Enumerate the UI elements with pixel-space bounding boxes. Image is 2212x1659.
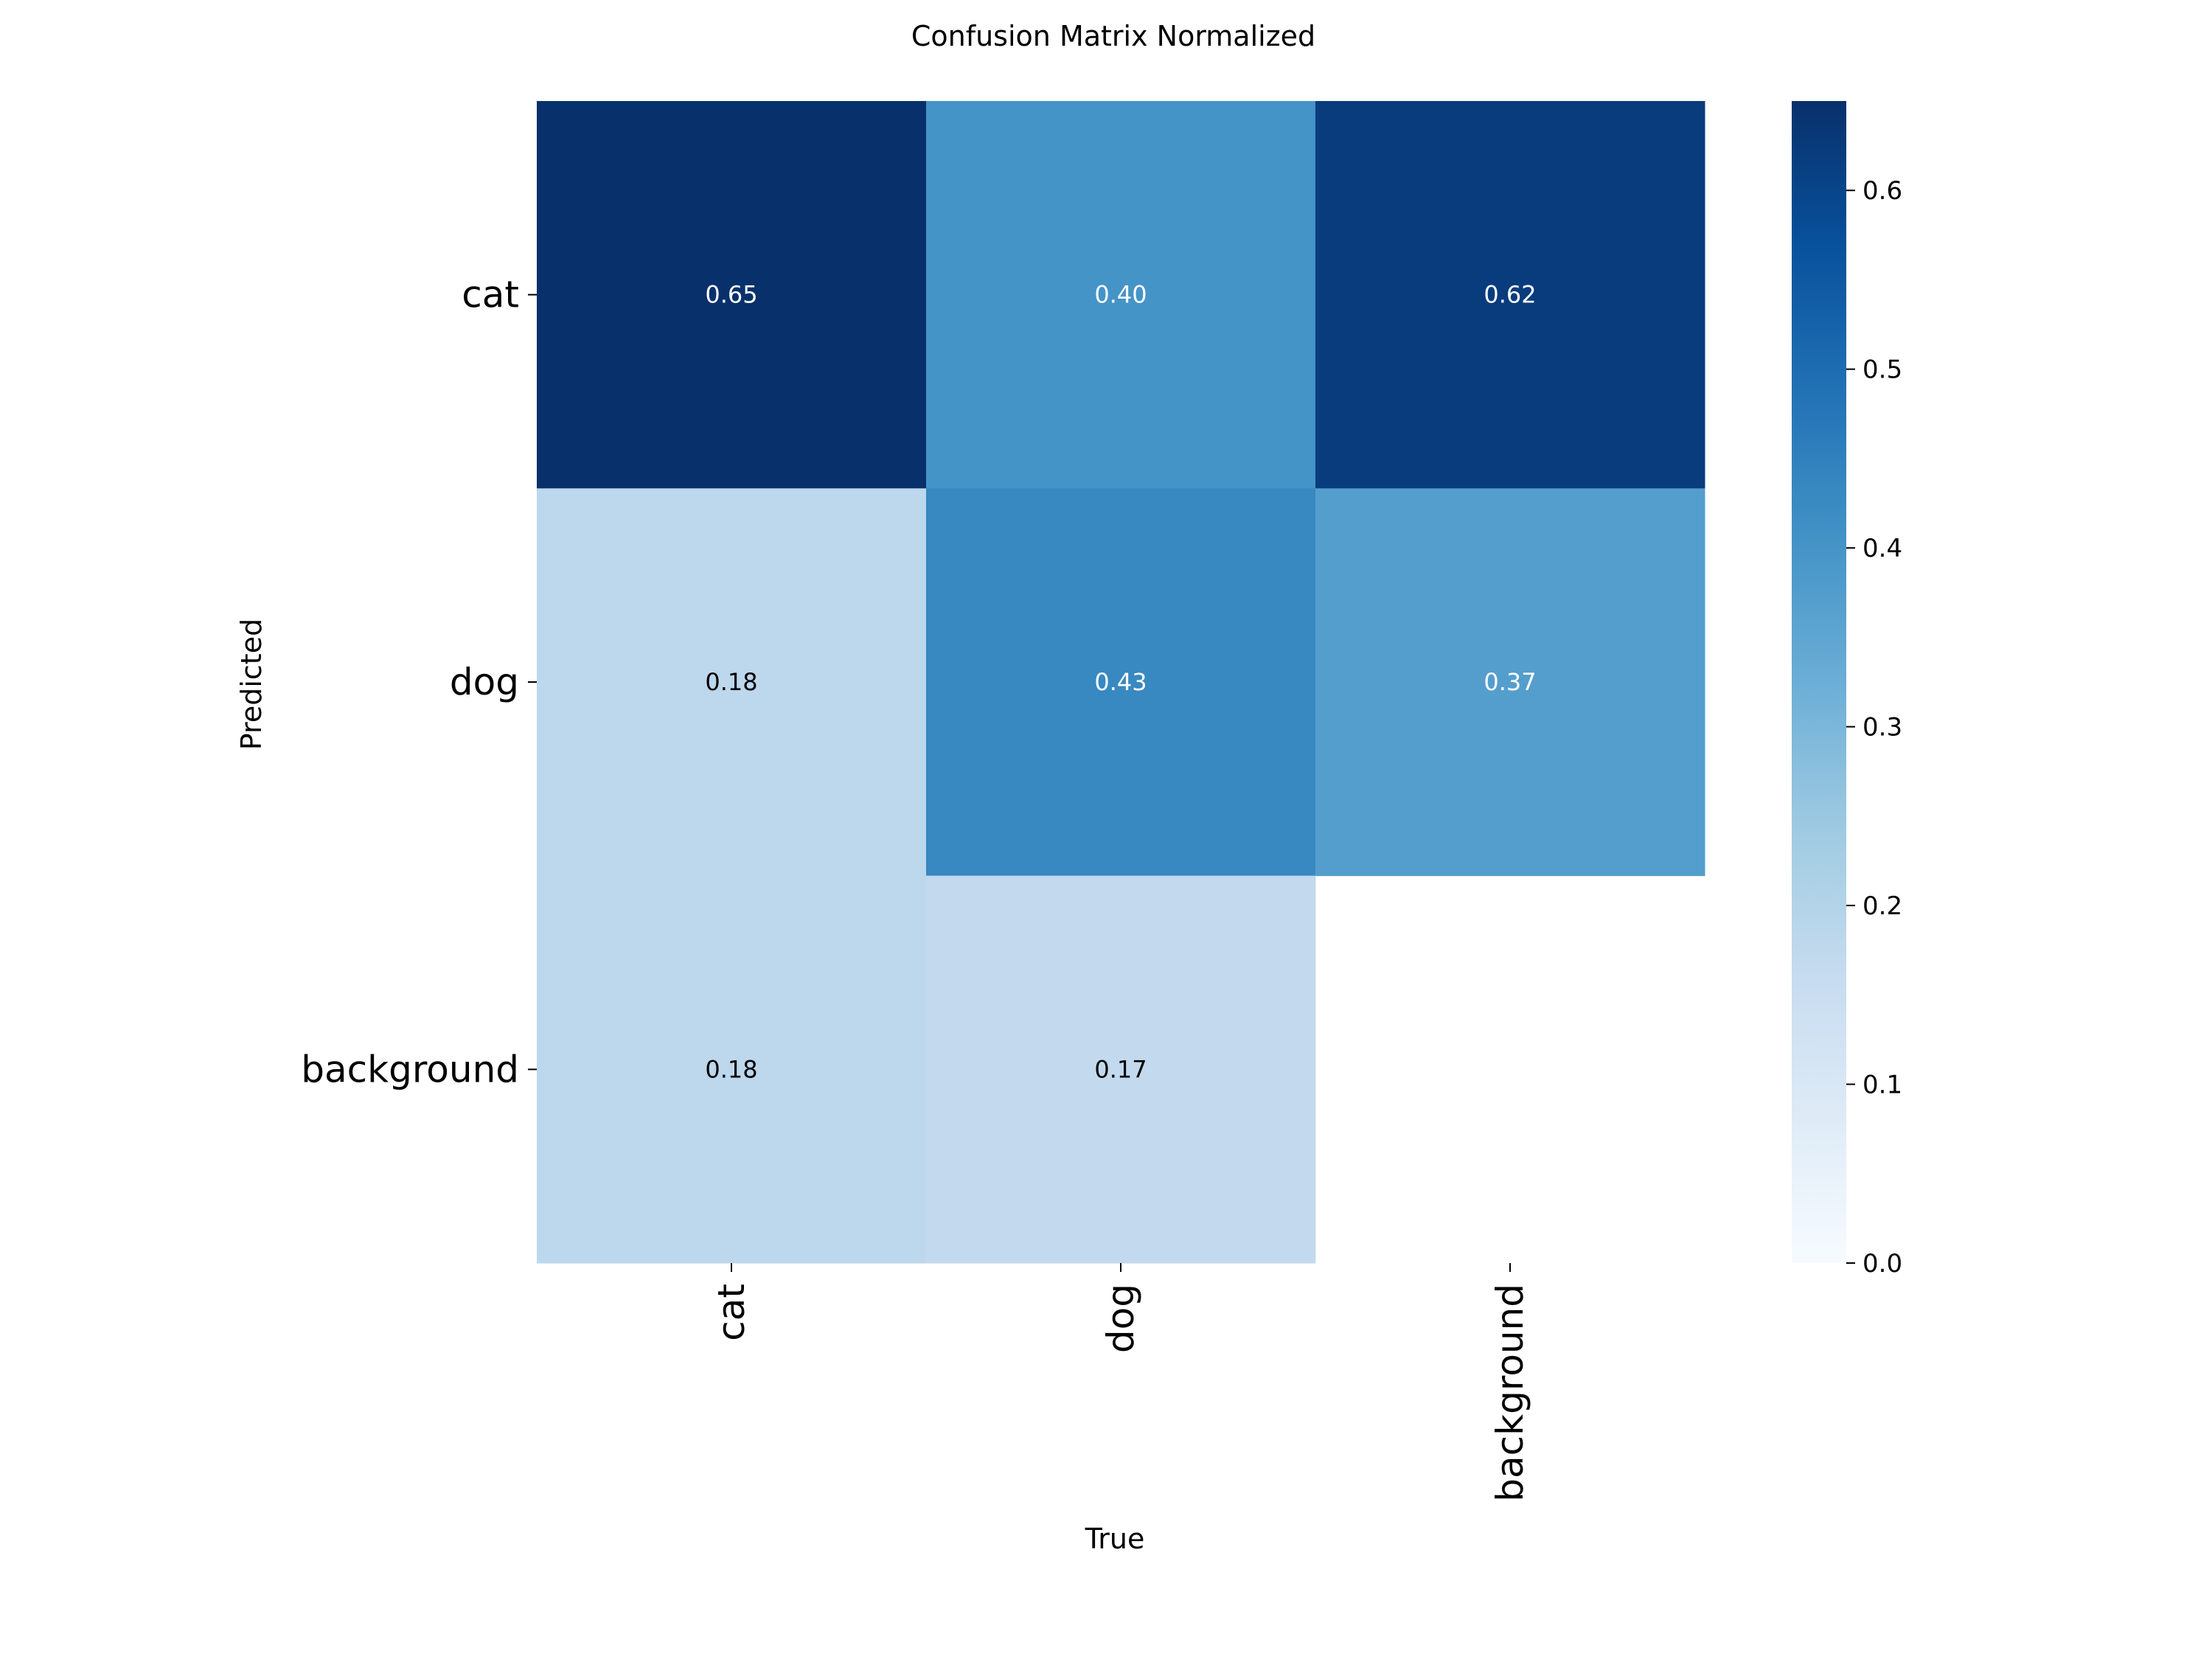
x-tick-label: dog (1099, 1284, 1142, 1353)
heatmap-cell (537, 488, 927, 877)
x-tick-label: cat (710, 1284, 753, 1341)
colorbar: 0.0 0.1 0.2 0.3 0.4 0.5 0.6 (1792, 101, 1902, 1279)
colorbar-ticks: 0.0 0.1 0.2 0.3 0.4 0.5 0.6 (1846, 176, 1902, 1279)
x-axis-label: True (1085, 1523, 1145, 1555)
y-axis-label: Predicted (235, 619, 268, 750)
colorbar-tick-label: 0.6 (1863, 176, 1902, 206)
cell-value-label: 0.62 (1484, 281, 1536, 309)
x-axis-ticks: cat dog background (710, 1263, 1531, 1502)
heatmap-cell (537, 875, 927, 1264)
heatmap-cell (537, 101, 927, 489)
heatmap-cell (1315, 488, 1705, 877)
colorbar-tick-label: 0.4 (1863, 534, 1902, 563)
x-tick-label: background (1489, 1284, 1531, 1502)
heatmap-cells: 0.65 0.40 0.62 0.18 0.43 0.37 0.18 0.17 (537, 101, 1705, 1264)
cell-value-label: 0.18 (705, 668, 757, 696)
heatmap-cell (926, 488, 1316, 877)
cell-value-label: 0.37 (1484, 668, 1536, 696)
colorbar-tick-label: 0.3 (1863, 713, 1902, 742)
heatmap-cell (926, 875, 1316, 1264)
heatmap-cell (1315, 101, 1705, 489)
y-axis-ticks: cat dog background (301, 274, 537, 1091)
colorbar-tick-label: 0.1 (1863, 1071, 1902, 1100)
cell-value-label: 0.65 (705, 281, 757, 309)
y-tick-label: cat (462, 274, 519, 316)
y-tick-label: background (301, 1048, 519, 1091)
colorbar-tick-label: 0.5 (1863, 355, 1902, 385)
cell-value-label: 0.18 (705, 1055, 757, 1083)
colorbar-tick-label: 0.2 (1863, 891, 1902, 921)
colorbar-gradient (1792, 101, 1846, 1263)
cell-value-label: 0.40 (1094, 281, 1147, 309)
chart-title: Confusion Matrix Normalized (911, 20, 1315, 52)
y-tick-label: dog (450, 661, 519, 703)
heatmap-cell (926, 101, 1316, 489)
colorbar-tick-label: 0.0 (1863, 1249, 1902, 1279)
cell-value-label: 0.43 (1094, 668, 1147, 696)
cell-value-label: 0.17 (1094, 1055, 1147, 1083)
